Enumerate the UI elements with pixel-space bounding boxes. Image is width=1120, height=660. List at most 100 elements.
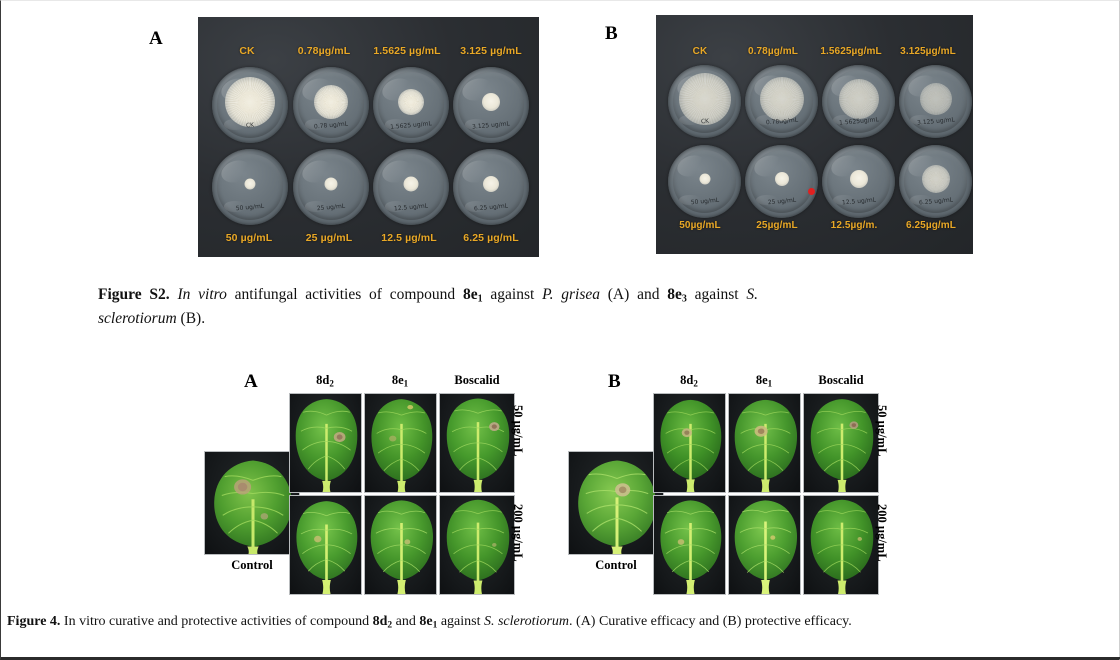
figure-4-b-control-label: Control bbox=[595, 558, 637, 572]
header-text: 8e bbox=[755, 373, 768, 387]
dish-handwritten-note: 25 ug/mL bbox=[316, 202, 346, 213]
dish-agar: 0.78ug/mL bbox=[750, 70, 813, 133]
fungal-colony bbox=[314, 85, 348, 120]
caption-species: S. sclerotiorum bbox=[483, 614, 570, 629]
leaf-image bbox=[371, 399, 433, 492]
dish-label-a-top-2: 0.78µg/mL bbox=[297, 45, 351, 57]
dish-agar: 50 ug/mL bbox=[217, 154, 283, 220]
figure-4-b-cell-r2c2 bbox=[728, 495, 801, 595]
fungal-colony bbox=[838, 78, 879, 119]
leaf-image bbox=[370, 500, 434, 594]
fungal-colony bbox=[759, 76, 804, 121]
dish-handwritten-note: 6.25 ug/mL bbox=[473, 202, 509, 213]
dish-handwritten-note: 50 ug/mL bbox=[235, 202, 265, 213]
petri-dish-a-078: 0.78 ug/mL bbox=[293, 67, 369, 143]
dish-agar: CK bbox=[217, 72, 283, 138]
figure-4-panel-a-letter: A bbox=[244, 371, 258, 392]
dish-agar: 1.5625 ug/mL bbox=[378, 72, 444, 138]
leaf-image bbox=[660, 500, 722, 594]
dish-glare-secondary bbox=[833, 195, 855, 206]
caption-prefix: Figure S2. bbox=[98, 286, 170, 303]
figure-4-a-cell-r2c2 bbox=[364, 495, 437, 595]
petri-dish-b-25: 25 ug/mL bbox=[745, 145, 818, 218]
dish-handwritten-note: 12.5 ug/mL bbox=[393, 202, 429, 213]
fungal-colony bbox=[774, 171, 789, 186]
petri-dish-b-125: 12.5 ug/mL bbox=[822, 145, 895, 218]
figure-4-b-row-label-200: 200 µg/mL bbox=[875, 504, 889, 562]
header-text: 8d bbox=[316, 373, 330, 387]
leaf-image bbox=[810, 399, 874, 492]
dish-label-a-top-4: 3.125 µg/mL bbox=[460, 45, 522, 57]
leaf-image bbox=[660, 399, 722, 492]
petri-dish-b-078: 0.78ug/mL bbox=[745, 65, 818, 138]
caption-text-3: (A) and bbox=[599, 286, 668, 303]
header-subscript: 2 bbox=[693, 378, 698, 389]
dish-label-b-bottom-4: 6.25µg/mL bbox=[905, 220, 956, 231]
header-text: Boscalid bbox=[454, 373, 500, 387]
caption-text-2: and bbox=[392, 614, 420, 629]
dish-label-b-bottom-1: 50µg/mL bbox=[679, 220, 721, 231]
dish-agar: 0.78 ug/mL bbox=[298, 72, 364, 138]
leaf-image bbox=[295, 399, 358, 492]
figure-4-b-column-header-3: Boscalid bbox=[803, 373, 879, 388]
fungal-colony bbox=[699, 173, 710, 185]
dish-glare-secondary bbox=[910, 195, 932, 206]
header-subscript: 1 bbox=[767, 378, 773, 389]
petri-dish-b-3125: 3.125 ug/mL bbox=[899, 65, 972, 138]
petri-dish-a-15625: 1.5625 ug/mL bbox=[373, 67, 449, 143]
dish-glare-secondary bbox=[679, 195, 701, 206]
dish-label-b-top-1: CK bbox=[692, 46, 708, 57]
compound-name: 8e bbox=[667, 286, 682, 303]
leaf-image bbox=[296, 501, 358, 594]
caption-compound-1: 8e1 bbox=[463, 286, 483, 305]
dish-handwritten-note: CK bbox=[245, 121, 255, 130]
petri-dish-b-15625: 1.5625ug/mL bbox=[822, 65, 895, 138]
fungal-colony bbox=[403, 176, 419, 192]
petri-dish-b-625: 6.25 ug/mL bbox=[899, 145, 972, 218]
figure-4-a-cell-r1c2 bbox=[364, 393, 437, 493]
dish-handwritten-note: 0.78 ug/mL bbox=[313, 120, 349, 131]
caption-invitro: In vitro bbox=[177, 286, 227, 303]
dish-handwritten-note: 50 ug/mL bbox=[690, 196, 719, 206]
figure-4-b-control-leaf bbox=[568, 451, 664, 555]
dish-agar: 12.5 ug/mL bbox=[827, 150, 890, 213]
figure-s2-panel-a-letter: A bbox=[149, 28, 163, 49]
dish-agar: 6.25 ug/mL bbox=[904, 150, 967, 213]
fungal-colony bbox=[678, 72, 731, 125]
figure-4-panel-b-letter: B bbox=[608, 371, 621, 392]
petri-dish-b-ck: CK bbox=[668, 65, 741, 138]
figure-s2-panel-a-photo: CK 0.78µg/mL 1.5625 µg/mL 3.125 µg/mL CK bbox=[198, 17, 539, 257]
dish-glare-secondary bbox=[223, 201, 247, 212]
compound-name: 8d bbox=[372, 614, 388, 629]
figure-4-a-cell-r1c1 bbox=[289, 393, 362, 493]
caption-compound-2: 8e3 bbox=[667, 286, 687, 305]
figure-4-a-control-leaf bbox=[204, 451, 300, 555]
figure-4-b-cell-r1c3 bbox=[803, 393, 879, 493]
dish-agar: 3.125 ug/mL bbox=[904, 70, 967, 133]
figure-4-b-cell-r1c1 bbox=[653, 393, 726, 493]
header-text: 8e bbox=[391, 373, 404, 387]
figure-s2-panel-b-letter: B bbox=[605, 23, 618, 44]
fungal-colony bbox=[324, 177, 338, 191]
dish-glare-secondary bbox=[756, 195, 778, 206]
dish-glare-secondary bbox=[304, 119, 328, 130]
fungal-colony bbox=[398, 89, 424, 116]
leaf-image bbox=[734, 399, 798, 492]
petri-dish-a-50: 50 ug/mL bbox=[212, 149, 288, 225]
caption-text-1: In vitro curative and protective activit… bbox=[60, 614, 373, 629]
caption-text-3: against bbox=[437, 614, 484, 629]
figure-4-b-row-label-50: 50 µg/mL bbox=[875, 405, 889, 457]
fungal-colony bbox=[483, 176, 499, 193]
dish-glare-secondary bbox=[384, 119, 408, 130]
petri-dish-b-50: 50 ug/mL bbox=[668, 145, 741, 218]
dish-handwritten-note: 3.125 ug/mL bbox=[471, 120, 511, 131]
figure-4-a-row-label-200: 200 µg/mL bbox=[511, 504, 525, 562]
fungal-colony bbox=[482, 93, 500, 112]
header-subscript: 1 bbox=[403, 378, 409, 389]
figure-4-caption: Figure 4. In vitro curative and protecti… bbox=[7, 611, 1113, 633]
dish-handwritten-note: 25 ug/mL bbox=[767, 196, 796, 206]
dish-glare-secondary bbox=[833, 115, 855, 126]
figure-4-b-cell-r1c2 bbox=[728, 393, 801, 493]
dish-glare-secondary bbox=[910, 115, 932, 126]
compound-subscript: 3 bbox=[681, 293, 687, 305]
